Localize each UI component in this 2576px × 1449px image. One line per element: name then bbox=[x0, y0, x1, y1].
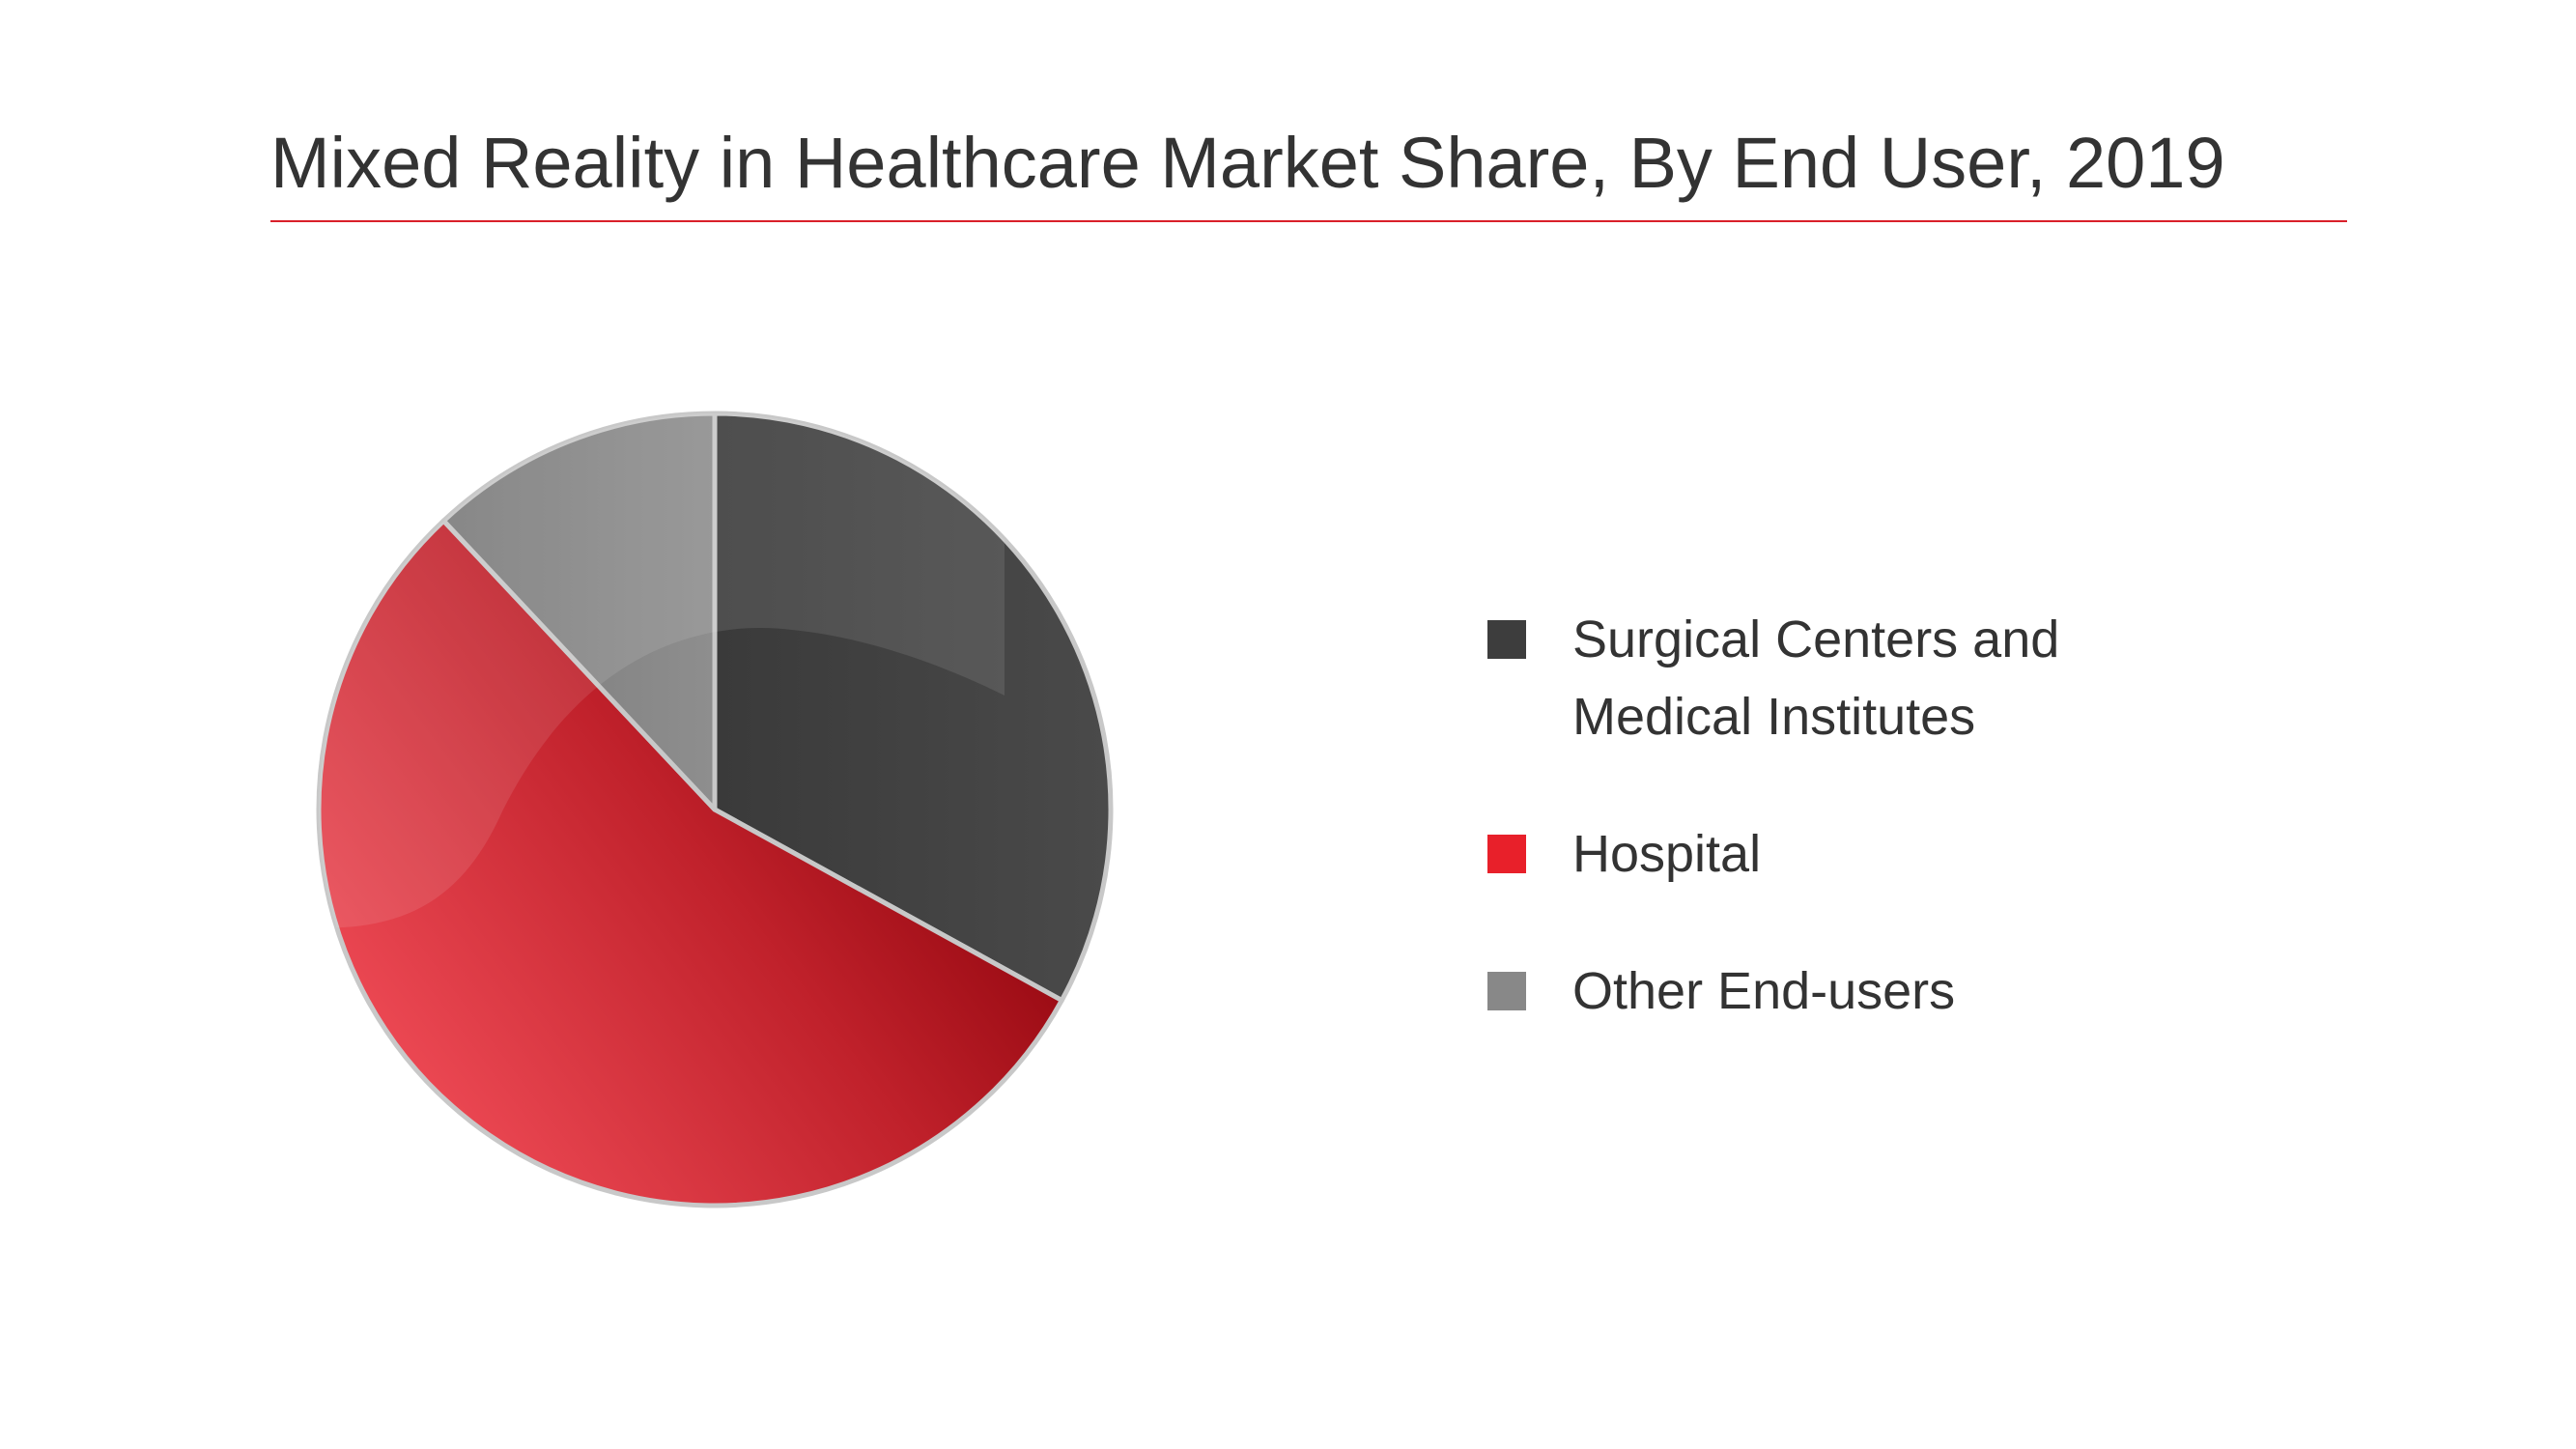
legend-item: Hospital bbox=[1487, 815, 2357, 893]
pie-slice-1 bbox=[316, 518, 1064, 1208]
pie-gloss-highlight bbox=[319, 413, 1005, 928]
pie-slices bbox=[316, 411, 1114, 1208]
chart-legend: Surgical Centers and Medical Institutes H… bbox=[1487, 601, 2357, 1090]
legend-label: Other End-users bbox=[1572, 962, 1956, 1020]
legend-label: Surgical Centers and Medical Institutes bbox=[1572, 611, 2060, 746]
legend-item: Other End-users bbox=[1487, 952, 2357, 1030]
chart-title: Mixed Reality in Healthcare Market Share… bbox=[270, 123, 2225, 203]
pie-chart bbox=[316, 411, 1114, 1208]
legend-item: Surgical Centers and Medical Institutes bbox=[1487, 601, 2357, 755]
title-underline bbox=[270, 220, 2347, 222]
pie-slice-2 bbox=[440, 411, 718, 812]
legend-swatch bbox=[1487, 972, 1526, 1010]
legend-swatch bbox=[1487, 620, 1526, 659]
legend-swatch bbox=[1487, 835, 1526, 873]
pie-slice-0 bbox=[712, 411, 1114, 1004]
legend-label: Hospital bbox=[1572, 825, 1762, 883]
